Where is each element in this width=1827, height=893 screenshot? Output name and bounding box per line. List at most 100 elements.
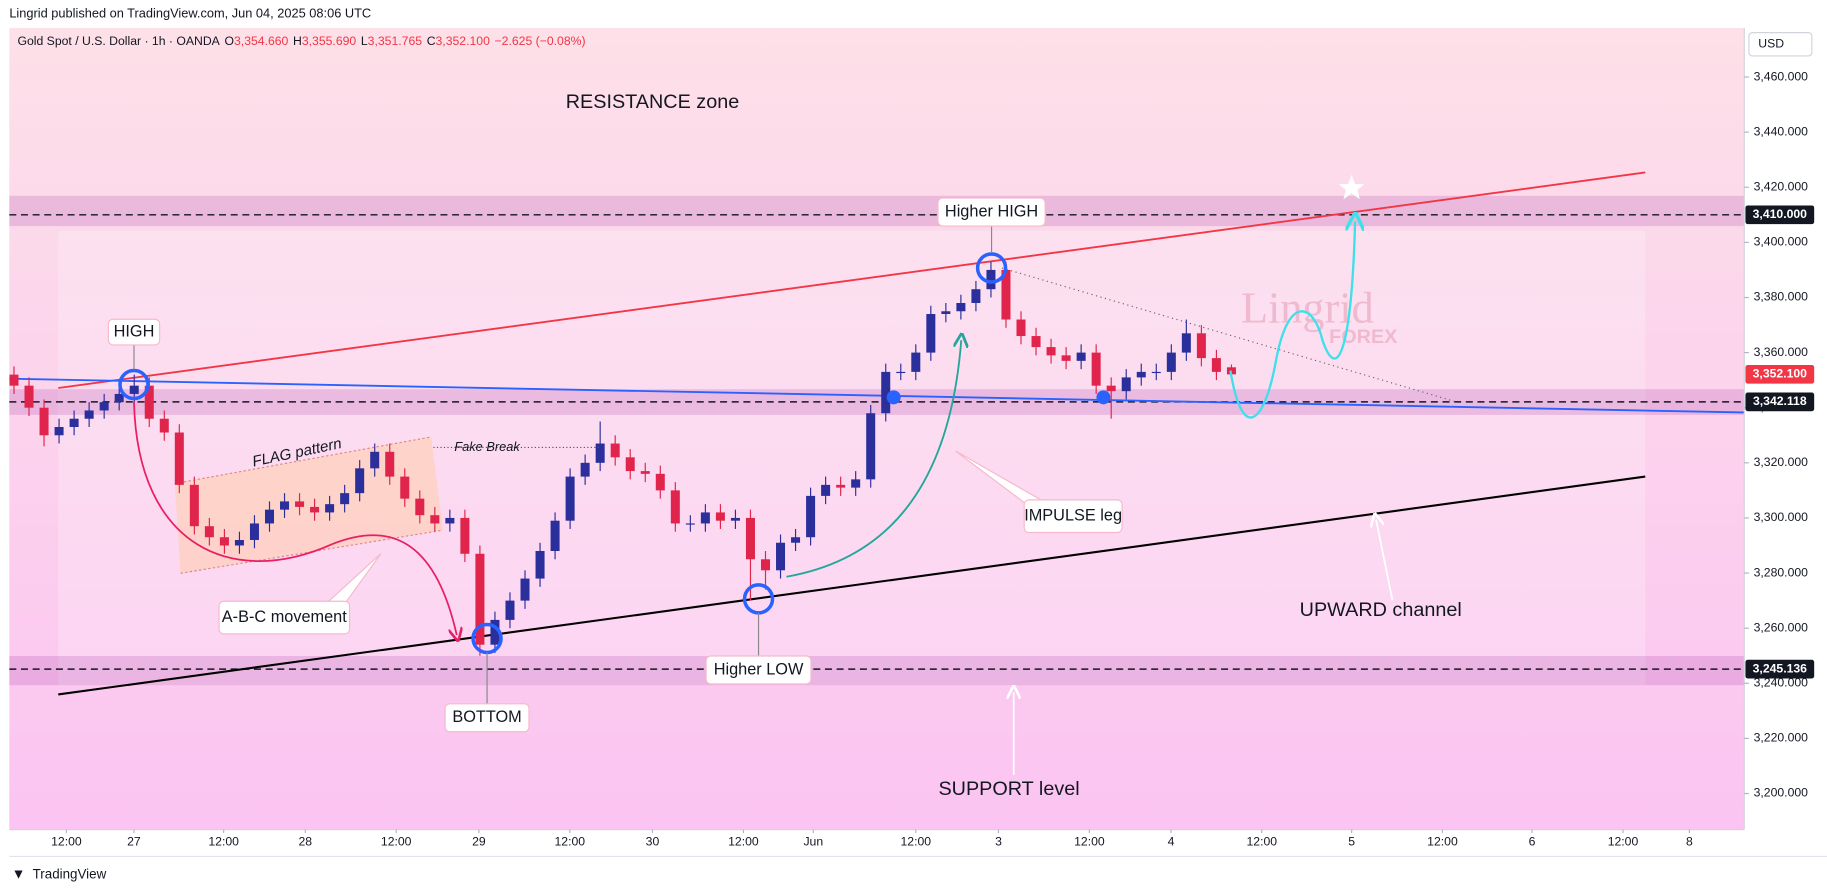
ohlc-value: 3,355.690	[302, 34, 357, 48]
fake-break-label: Fake Break	[454, 439, 520, 454]
candle-body	[520, 578, 530, 601]
candle-body	[295, 501, 305, 507]
y-tick-label: 3,440.000	[1754, 124, 1809, 138]
ohlc-key: C	[427, 34, 436, 48]
candle-body	[896, 371, 906, 374]
candle-body	[114, 393, 124, 403]
y-tick-label: 3,420.000	[1754, 179, 1809, 193]
pointer	[325, 553, 382, 604]
candle-body	[325, 504, 335, 513]
watermark: Lingrid	[1241, 283, 1374, 332]
pointer	[955, 450, 1044, 504]
candle-body	[1121, 377, 1131, 392]
ohlc-value: 3,351.765	[368, 34, 423, 48]
x-tick-label: 29	[472, 835, 486, 849]
y-tick-label: 3,380.000	[1754, 290, 1809, 304]
level-tag	[1745, 205, 1815, 225]
label-box	[444, 703, 530, 733]
symbol-header: Gold Spot / U.S. Dollar · 1h · OANDA O 3,3…	[17, 34, 585, 48]
candle-body	[219, 537, 229, 546]
plot-area	[9, 27, 1745, 830]
level-label: 3,410.000	[1753, 207, 1808, 221]
candle-body	[234, 539, 244, 546]
candle-body	[851, 479, 861, 488]
candle-body	[400, 476, 410, 499]
candle-body	[1106, 385, 1116, 392]
y-tick-label: 3,220.000	[1754, 731, 1809, 745]
candle-body	[370, 451, 380, 469]
candle-body	[971, 289, 981, 303]
currency-box[interactable]	[1748, 32, 1813, 57]
candle-body	[1061, 355, 1071, 361]
x-tick-label: 4	[1168, 835, 1175, 849]
candle-body	[881, 371, 891, 414]
candle-body	[415, 498, 425, 516]
candle-body	[490, 619, 500, 645]
resistance-trendline	[58, 171, 1646, 389]
support-label: SUPPORT level	[938, 778, 1079, 800]
x-tick-label: 12:00	[208, 835, 239, 849]
footer-logo: ▼	[12, 866, 26, 882]
level-tag	[1745, 392, 1815, 412]
candle-body	[84, 410, 94, 419]
y-tick-label: 3,400.000	[1754, 235, 1809, 249]
candle-body	[69, 418, 79, 427]
candle-body	[956, 302, 966, 312]
candle-body	[355, 468, 365, 494]
x-tick-label: 12:00	[381, 835, 412, 849]
candle-body	[264, 509, 275, 524]
channel-label: UPWARD channel	[1300, 599, 1462, 621]
x-tick-label: 3	[995, 835, 1002, 849]
pivot-dot	[1096, 390, 1111, 405]
candle-body	[249, 523, 259, 540]
candle-body	[204, 526, 214, 538]
candle-body	[445, 517, 455, 524]
candle-body	[1136, 371, 1146, 378]
y-tick-label: 3,200.000	[1754, 786, 1809, 800]
x-tick-label: 28	[298, 835, 312, 849]
candle-body	[1001, 269, 1011, 320]
abc-curve	[133, 401, 457, 635]
candle-body	[1181, 333, 1191, 353]
y-tick-label: 3,300.000	[1754, 510, 1809, 524]
candle-body	[9, 374, 19, 386]
candle-body	[1166, 352, 1176, 372]
candle-body	[926, 314, 936, 353]
x-tick-label: 12:00	[901, 835, 932, 849]
projection-path	[1229, 221, 1355, 419]
level-label: 3,352.100	[1753, 367, 1808, 381]
candle-body	[159, 418, 169, 433]
ohlc-value: 3,352.100	[436, 34, 491, 48]
ohlc-key: O	[224, 34, 234, 48]
label-box	[937, 197, 1046, 227]
blue-trendline	[9, 377, 1745, 414]
candle-body	[54, 426, 64, 436]
candle-body	[776, 542, 786, 571]
level-label: 3,245.136	[1753, 661, 1808, 675]
y-tick-label: 3,320.000	[1754, 455, 1809, 469]
impulse-label: IMPULSE leg	[1024, 506, 1122, 524]
x-tick-label: 8	[1686, 835, 1693, 849]
x-tick-label: 12:00	[51, 835, 82, 849]
candle-body	[129, 385, 139, 394]
candle-body	[565, 476, 575, 521]
candle-body	[715, 512, 725, 521]
candle-body	[535, 551, 545, 579]
published-line: Lingrid published on TradingView.com, Ju…	[9, 5, 371, 20]
candle-body	[1151, 371, 1161, 374]
candle-body	[39, 407, 49, 436]
x-tick-label: 12:00	[1247, 835, 1278, 849]
symbol-title: Gold Spot / U.S. Dollar · 1h · OANDA	[17, 34, 220, 48]
candle-body	[625, 457, 635, 472]
impulse-arrow	[786, 340, 961, 578]
candle-body	[595, 443, 605, 463]
candle-body	[791, 537, 801, 543]
level-tag	[1745, 365, 1815, 384]
resistance-label: RESISTANCE zone	[566, 91, 739, 113]
candle-body	[1091, 352, 1101, 386]
x-tick-label: 30	[646, 835, 660, 849]
level-label: 3,342.118	[1753, 394, 1807, 408]
candle-body	[430, 515, 440, 524]
high-label: HIGH	[114, 322, 155, 340]
